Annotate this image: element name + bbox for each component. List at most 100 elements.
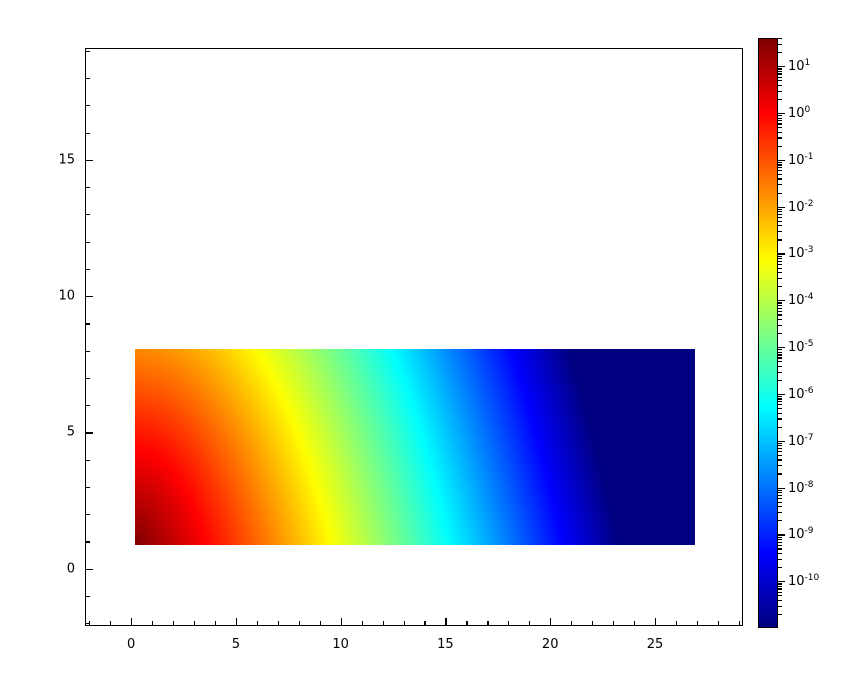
- y-tick-label: 5: [66, 424, 75, 440]
- colorbar-tick-minor: [778, 178, 782, 180]
- heatmap-canvas: [135, 349, 695, 545]
- y-tick-major: [85, 159, 93, 161]
- colorbar-tick-minor: [778, 489, 782, 491]
- x-tick-major: [550, 618, 552, 626]
- colorbar-tick-minor: [778, 167, 782, 169]
- colorbar-tick-minor: [778, 213, 782, 216]
- colorbar-tick-minor: [778, 351, 782, 353]
- colorbar-tick-minor: [778, 123, 782, 125]
- colorbar-tick-major: [778, 113, 785, 115]
- colorbar: 101 100 10-1 10-2 10-3 10-4 10-5 10-6 10-7 10-8 10…: [758, 38, 858, 628]
- colorbar-tick-minor: [778, 558, 782, 561]
- x-tick-minor: [675, 621, 678, 626]
- y-tick-minor: [85, 541, 90, 543]
- x-tick-label: 0: [126, 637, 136, 652]
- colorbar-tick-major: [778, 581, 785, 583]
- colorbar-tick-minor: [778, 418, 782, 420]
- colorbar-tick-minor: [778, 552, 782, 555]
- colorbar-tick-minor: [778, 164, 782, 166]
- colorbar-tick-minor: [778, 454, 782, 456]
- x-tick-minor: [613, 621, 615, 626]
- colorbar-tick-minor: [778, 239, 782, 241]
- colorbar-tick-minor: [778, 184, 782, 186]
- x-tick-minor: [361, 621, 363, 626]
- colorbar-tick-label: 10-10: [788, 573, 820, 590]
- x-tick-major: [445, 618, 447, 626]
- y-tick-minor: [85, 514, 90, 516]
- colorbar-tick-minor: [778, 277, 782, 280]
- x-tick-minor: [403, 621, 405, 626]
- colorbar-tick-minor: [778, 76, 782, 78]
- colorbar-tick-minor: [778, 68, 782, 70]
- colorbar-gradient-bar: [758, 38, 778, 628]
- y-tick-major: [85, 568, 93, 570]
- colorbar-tick-minor: [778, 567, 782, 569]
- y-tick-minor: [85, 268, 90, 271]
- colorbar-tick-minor: [778, 208, 782, 210]
- colorbar-tick-minor: [778, 318, 782, 321]
- x-tick-major: [131, 618, 133, 626]
- colorbar-tick-major: [778, 440, 785, 442]
- colorbar-tick-minor: [778, 492, 782, 494]
- colorbar-tick-minor: [778, 333, 782, 335]
- x-tick-minor: [298, 621, 300, 626]
- colorbar-tick-minor: [778, 267, 782, 269]
- colorbar-tick-minor: [778, 115, 782, 117]
- colorbar-tick-minor: [778, 263, 782, 266]
- colorbar-tick-minor: [778, 127, 782, 129]
- colorbar-tick-minor: [778, 307, 782, 309]
- colorbar-tick-minor: [778, 595, 782, 597]
- y-tick-minor: [85, 132, 90, 134]
- x-tick-minor: [214, 621, 217, 626]
- colorbar-tick-minor: [778, 365, 782, 367]
- x-tick-minor: [382, 621, 384, 626]
- colorbar-tick-minor: [778, 120, 782, 122]
- y-tick-minor: [85, 214, 90, 216]
- colorbar-tick-minor: [778, 117, 782, 119]
- colorbar-tick-label: 10-4: [788, 292, 814, 309]
- colorbar-tick-minor: [778, 520, 782, 522]
- colorbar-tick-minor: [778, 426, 782, 428]
- colorbar-tick-minor: [778, 379, 782, 381]
- colorbar-tick-minor: [778, 145, 782, 147]
- colorbar-tick-minor: [778, 599, 782, 601]
- colorbar-tick-minor: [778, 396, 782, 398]
- colorbar-tick-minor: [778, 371, 782, 373]
- colorbar-tick-minor: [778, 506, 782, 508]
- colorbar-tick-minor: [778, 137, 782, 139]
- colorbar-tick-minor: [778, 588, 782, 590]
- colorbar-tick-minor: [778, 80, 782, 82]
- y-tick-minor: [85, 187, 90, 189]
- y-tick-minor: [85, 241, 90, 243]
- colorbar-tick-minor: [778, 501, 782, 503]
- colorbar-tick-label: 10-6: [788, 385, 814, 403]
- colorbar-tick-minor: [778, 260, 782, 262]
- colorbar-tick-minor: [778, 170, 782, 172]
- x-tick-minor: [466, 621, 468, 626]
- colorbar-tick-minor: [778, 536, 782, 538]
- y-tick-major: [85, 296, 93, 298]
- y-tick-minor: [85, 405, 90, 407]
- colorbar-tick-minor: [778, 302, 782, 304]
- colorbar-tick-minor: [778, 98, 782, 101]
- x-tick-minor: [277, 621, 279, 626]
- colorbar-tick-minor: [778, 583, 782, 585]
- x-tick-minor: [529, 621, 531, 626]
- colorbar-tick-minor: [778, 90, 782, 92]
- y-tick-minor: [85, 623, 90, 625]
- y-tick-minor: [85, 323, 90, 325]
- x-tick-minor: [571, 621, 573, 626]
- colorbar-tick-minor: [778, 192, 782, 194]
- y-tick-minor: [85, 486, 90, 489]
- colorbar-tick-major: [778, 253, 785, 255]
- colorbar-tick-major: [778, 534, 785, 536]
- x-tick-minor: [487, 621, 489, 626]
- x-tick-label: 20: [541, 637, 559, 652]
- y-tick-minor: [85, 377, 90, 380]
- colorbar-tick-minor: [778, 451, 782, 453]
- y-tick-minor: [85, 459, 90, 461]
- colorbar-tick-minor: [778, 361, 782, 363]
- colorbar-tick-minor: [778, 404, 782, 406]
- x-tick-major: [654, 618, 657, 626]
- colorbar-tick-major: [778, 347, 785, 349]
